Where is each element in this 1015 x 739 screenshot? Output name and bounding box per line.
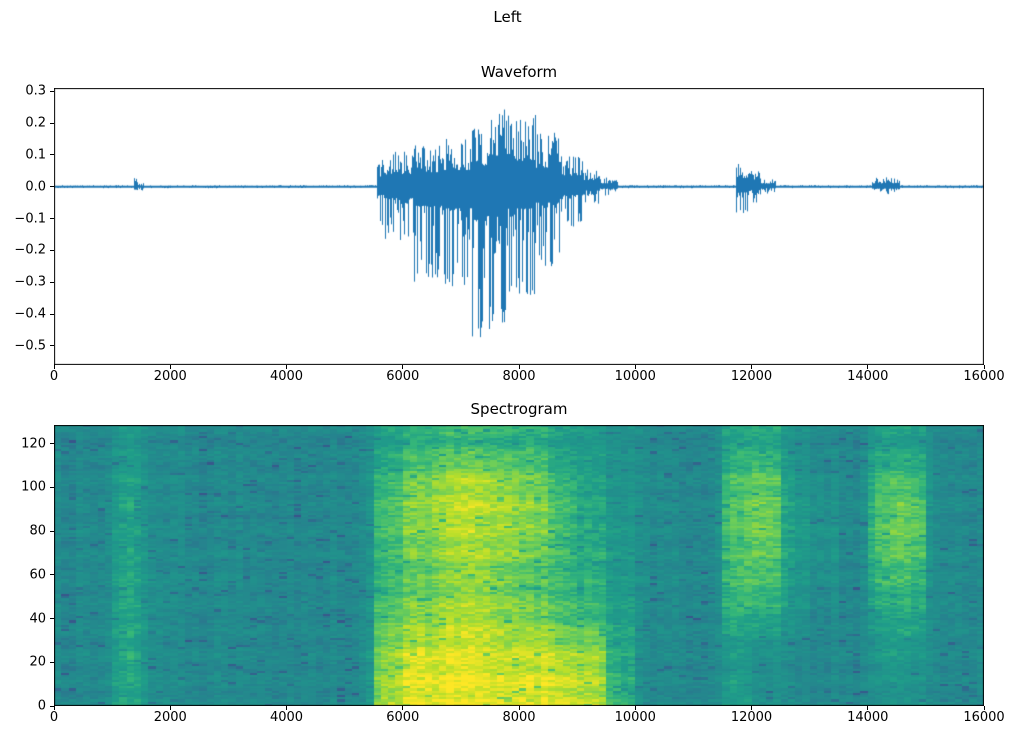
spectrogram-y-tick-mark — [50, 443, 54, 445]
waveform-y-tick-mark — [50, 218, 54, 220]
spectrogram-y-tick-label: 40 — [29, 611, 46, 627]
waveform-x-tick-label: 6000 — [386, 369, 420, 384]
spectrogram-x-tick-label: 4000 — [269, 710, 304, 725]
spectrogram-x-tick-mark — [867, 706, 869, 710]
waveform-y-tick-label: −0.4 — [14, 306, 46, 322]
waveform-axes: 0 2000 4000 6000 8000 10000 12000 14000 16000 0.3… — [14, 84, 1004, 384]
figure-suptitle: Left — [493, 8, 522, 26]
waveform-x-tick-mark — [518, 365, 520, 369]
spectrogram-x-tick-mark — [169, 706, 171, 710]
spectrogram-canvas — [54, 425, 984, 706]
waveform-x-tick-mark — [169, 365, 171, 369]
spectrogram-x-tick-mark — [751, 706, 752, 710]
spectrogram-y-tick-mark — [50, 618, 54, 620]
spectrogram-x-tick-label: 14000 — [847, 710, 889, 725]
waveform-y-tick-mark — [50, 90, 54, 92]
waveform-y-tick-mark — [50, 186, 54, 188]
waveform-title: Waveform — [480, 63, 558, 81]
waveform-x-tick-mark — [751, 365, 752, 369]
waveform-x-tick-mark — [867, 365, 869, 369]
spectrogram-x-tick-label: 12000 — [730, 710, 773, 725]
spectrogram-title: Spectrogram — [470, 400, 568, 418]
spectrogram-x-tick-mark — [634, 706, 636, 710]
spectrogram-x-tick-label: 0 — [49, 710, 59, 725]
waveform-y-tick-mark — [50, 122, 54, 124]
waveform-x-tick-label: 14000 — [847, 369, 889, 384]
waveform-y-tick-label: 0.1 — [25, 147, 46, 163]
spectrogram-x-tick-mark — [53, 706, 55, 710]
waveform-x-tick-mark — [53, 365, 55, 369]
waveform-y-tick-label: −0.2 — [14, 242, 46, 258]
waveform-y-tick-mark — [50, 345, 54, 347]
spectrogram-y-tick-label: 80 — [29, 523, 46, 539]
spectrogram-x-tick-label: 8000 — [502, 710, 536, 725]
spectrogram-x-tick-label: 16000 — [963, 710, 1005, 725]
spectrogram-x-tick-mark — [983, 706, 985, 710]
spectrogram-axes: 0 2000 4000 6000 8000 10000 12000 14000 16000 0 20… — [21, 425, 1005, 725]
spectrogram-x-tick-mark — [518, 706, 520, 710]
waveform-y-tick-label: −0.3 — [14, 274, 46, 290]
spectrogram-x-tick-mark — [286, 706, 287, 710]
waveform-y-tick-mark — [50, 281, 54, 283]
waveform-x-tick-mark — [634, 365, 636, 369]
waveform-x-tick-label: 12000 — [730, 369, 773, 384]
spectrogram-y-tick-mark — [50, 530, 54, 532]
spectrogram-y-tick-label: 0 — [37, 698, 46, 714]
spectrogram-y-tick-label: 100 — [21, 479, 46, 495]
waveform-x-tick-label: 10000 — [614, 369, 656, 384]
waveform-x-tick-label: 4000 — [269, 369, 304, 384]
waveform-x-tick-mark — [402, 365, 404, 369]
spectrogram-x-tick-mark — [402, 706, 404, 710]
waveform-y-tick-label: 0.2 — [25, 115, 46, 131]
spectrogram-y-tick-label: 120 — [21, 436, 46, 452]
waveform-x-tick-mark — [286, 365, 287, 369]
waveform-y-tick-mark — [50, 313, 54, 315]
waveform-x-tick-label: 16000 — [963, 369, 1005, 384]
waveform-y-tick-label: −0.5 — [14, 338, 46, 354]
spectrogram-x-tick-label: 6000 — [386, 710, 420, 725]
spectrogram-x-tick-label: 10000 — [614, 710, 656, 725]
waveform-x-tick-mark — [983, 365, 985, 369]
waveform-y-tick-label: 0.3 — [25, 83, 46, 99]
waveform-y-tick-mark — [50, 154, 54, 156]
spectrogram-y-tick-label: 60 — [29, 567, 46, 583]
spectrogram-y-tick-mark — [50, 661, 54, 663]
waveform-x-tick-label: 8000 — [502, 369, 536, 384]
spectrogram-y-tick-label: 20 — [29, 654, 46, 670]
spectrogram-x-tick-label: 2000 — [153, 710, 187, 725]
waveform-x-tick-label: 2000 — [153, 369, 187, 384]
waveform-x-tick-label: 0 — [49, 369, 59, 384]
spectrogram-y-tick-mark — [50, 486, 54, 488]
waveform-canvas — [54, 88, 984, 365]
waveform-y-tick-mark — [50, 249, 54, 251]
waveform-y-tick-label: −0.1 — [14, 211, 46, 227]
spectrogram-y-tick-mark — [50, 574, 54, 576]
spectrogram-y-tick-mark — [50, 705, 54, 707]
waveform-y-tick-label: 0.0 — [25, 179, 46, 195]
